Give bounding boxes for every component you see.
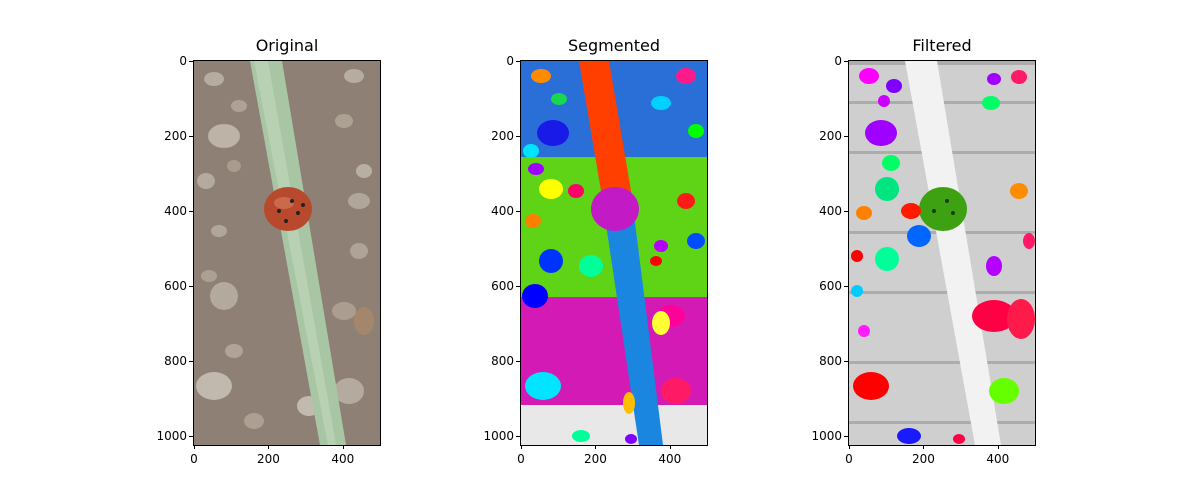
- x-tick-label: 0: [845, 452, 853, 466]
- y-tick-mark: [516, 361, 520, 362]
- y-tick-mark: [844, 286, 848, 287]
- x-tick-mark: [342, 445, 344, 449]
- x-tick-mark: [595, 445, 597, 449]
- x-tick-mark: [923, 445, 925, 449]
- y-tick-label: 1000: [156, 429, 187, 443]
- y-tick-mark: [844, 61, 848, 62]
- image-segmented: [520, 60, 708, 446]
- y-tick-label: 200: [491, 129, 514, 143]
- y-tick-label: 0: [506, 54, 514, 68]
- y-tick-label: 400: [164, 204, 187, 218]
- y-tick-mark: [189, 136, 193, 137]
- x-tick-mark: [194, 445, 195, 449]
- x-tick-mark: [268, 445, 270, 449]
- y-tick-label: 200: [819, 129, 842, 143]
- y-tick-label: 400: [491, 204, 514, 218]
- x-tick-mark: [521, 445, 522, 449]
- y-tick-mark: [516, 286, 520, 287]
- y-tick-mark: [844, 136, 848, 137]
- y-tick-mark: [189, 361, 193, 362]
- panel-title-segmented: Segmented: [568, 36, 660, 55]
- y-tick-mark: [844, 361, 848, 362]
- y-tick-mark: [844, 211, 848, 212]
- y-tick-label: 0: [179, 54, 187, 68]
- y-tick-label: 600: [164, 279, 187, 293]
- y-tick-mark: [516, 211, 520, 212]
- x-tick-label: 0: [190, 452, 198, 466]
- y-tick-label: 1000: [483, 429, 514, 443]
- x-tick-mark: [849, 445, 850, 449]
- y-tick-mark: [189, 436, 193, 437]
- image-original: [193, 60, 381, 446]
- y-tick-label: 200: [164, 129, 187, 143]
- y-tick-label: 400: [819, 204, 842, 218]
- y-tick-label: 1000: [811, 429, 842, 443]
- image-filtered: [848, 60, 1036, 446]
- x-tick-mark: [997, 445, 999, 449]
- y-tick-label: 800: [819, 354, 842, 368]
- y-tick-mark: [189, 61, 193, 62]
- panel-title-filtered: Filtered: [912, 36, 972, 55]
- y-tick-mark: [516, 436, 520, 437]
- x-tick-label: 200: [256, 452, 280, 466]
- x-tick-label: 400: [658, 452, 682, 466]
- y-tick-mark: [516, 136, 520, 137]
- y-tick-mark: [189, 211, 193, 212]
- x-tick-label: 200: [583, 452, 607, 466]
- x-tick-label: 400: [986, 452, 1010, 466]
- y-tick-mark: [844, 436, 848, 437]
- y-tick-mark: [516, 61, 520, 62]
- x-tick-label: 400: [331, 452, 355, 466]
- y-tick-label: 600: [819, 279, 842, 293]
- x-tick-mark: [669, 445, 671, 449]
- x-tick-label: 0: [517, 452, 525, 466]
- x-tick-label: 200: [911, 452, 935, 466]
- y-tick-label: 800: [164, 354, 187, 368]
- y-tick-label: 800: [491, 354, 514, 368]
- y-tick-label: 600: [491, 279, 514, 293]
- y-tick-label: 0: [834, 54, 842, 68]
- panel-title-original: Original: [255, 36, 319, 55]
- y-tick-mark: [189, 286, 193, 287]
